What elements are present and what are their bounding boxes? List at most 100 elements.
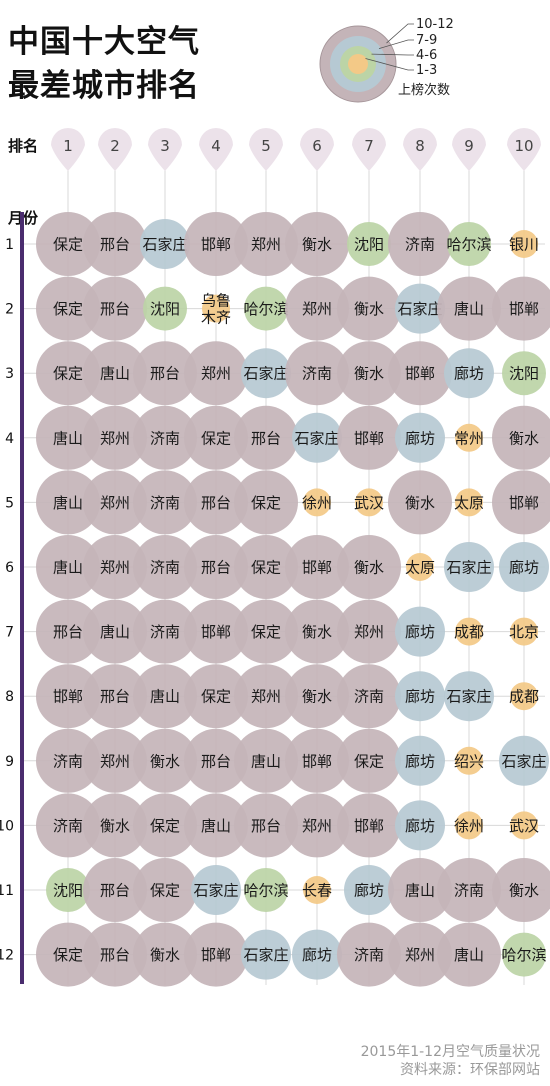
bubble-circle <box>499 542 549 592</box>
city-label: 廊坊 <box>405 623 435 641</box>
bubble-circle <box>285 212 349 276</box>
month-tick-label: 5 <box>5 495 14 511</box>
city-bubble: 哈尔滨 <box>243 868 289 912</box>
city-label: 唐山 <box>53 494 83 512</box>
bubble-circle <box>292 929 342 980</box>
city-label: 邢台 <box>100 946 130 964</box>
rank-pin: 1 <box>51 128 85 171</box>
city-bubble: 邢台 <box>83 276 147 341</box>
bubble-circle <box>83 341 147 406</box>
city-label: 邯郸 <box>201 623 231 641</box>
month-tick-label: 6 <box>5 560 14 576</box>
city-bubble: 石家庄 <box>444 542 494 592</box>
city-label: 邯郸 <box>354 817 384 835</box>
city-bubble: 沈阳 <box>46 868 90 912</box>
bubble-circle <box>337 599 401 664</box>
bubble-circle <box>133 341 197 406</box>
city-bubble: 哈尔滨 <box>501 932 547 977</box>
city-bubble: 衡水 <box>133 728 197 793</box>
city-label: 唐山 <box>100 623 130 641</box>
month-tick-label: 7 <box>5 625 14 641</box>
city-bubble: 石家庄 <box>292 412 342 463</box>
city-bubble: 济南 <box>285 341 349 406</box>
legend-item-label: 1-3 <box>416 63 437 78</box>
city-bubble: 郑州 <box>285 276 349 341</box>
bubble-circle <box>292 412 342 463</box>
city-bubble: 郑州 <box>83 728 147 793</box>
city-bubble: 济南 <box>437 858 501 922</box>
city-bubble: 石家庄 <box>241 348 291 399</box>
bubble-circle <box>83 664 147 729</box>
city-label: 邯郸 <box>509 494 539 512</box>
bubble-circle <box>234 535 298 599</box>
city-bubble: 徐州 <box>302 488 332 517</box>
legend-leader-line <box>378 39 414 49</box>
bubble-circle <box>133 728 197 793</box>
city-bubble: 邯郸 <box>184 212 248 276</box>
rank-number: 3 <box>160 137 170 155</box>
city-label: 银川 <box>509 236 539 254</box>
rank-number: 7 <box>364 137 374 155</box>
city-bubble: 衡水 <box>388 470 452 535</box>
bubble-circle <box>36 212 100 276</box>
city-bubble: 银川 <box>509 230 539 258</box>
bubble-circle <box>234 470 298 535</box>
city-label: 郑州 <box>405 946 435 964</box>
city-bubble: 邢台 <box>133 341 197 406</box>
bubble-circle <box>499 735 549 786</box>
city-bubble: 唐山 <box>184 793 248 858</box>
city-bubble: 唐山 <box>36 535 100 599</box>
city-bubble: 石家庄 <box>140 219 190 269</box>
bubble-circle <box>234 405 298 470</box>
bubble-circle <box>388 858 452 922</box>
city-bubble: 邢台 <box>234 793 298 858</box>
city-label: 济南 <box>150 559 180 577</box>
city-label: 邢台 <box>100 236 130 254</box>
city-label: 石家庄 <box>193 882 238 900</box>
city-bubble: 廊坊 <box>395 735 445 786</box>
city-bubble: 郑州 <box>83 405 147 470</box>
rank-pin-shape <box>199 128 233 171</box>
city-bubble: 衡水 <box>337 341 401 406</box>
city-label: 徐州 <box>454 817 484 835</box>
bubble-circle <box>133 793 197 858</box>
city-label: 唐山 <box>201 817 231 835</box>
bubble-circle <box>36 793 100 858</box>
month-tick-label: 10 <box>0 818 14 834</box>
city-bubble: 保定 <box>337 728 401 793</box>
rank-pin-shape <box>300 128 334 171</box>
city-bubble: 唐山 <box>437 922 501 987</box>
city-bubble: 邯郸 <box>337 793 401 858</box>
city-bubble: 北京 <box>509 617 539 646</box>
city-label: 邯郸 <box>302 752 332 770</box>
city-label: 邯郸 <box>354 429 384 447</box>
bubble-circle <box>184 793 248 858</box>
legend-item-label: 4-6 <box>416 48 437 63</box>
city-label: 邢台 <box>100 688 130 706</box>
city-label: 石家庄 <box>397 300 442 318</box>
legend-item-label: 7-9 <box>416 33 437 48</box>
bubble-circle <box>184 535 248 599</box>
bubble-circle <box>133 535 197 599</box>
legend-leader-line <box>386 23 414 44</box>
city-label: 廊坊 <box>405 429 435 447</box>
city-bubble: 石家庄 <box>191 865 241 915</box>
month-tick-label: 9 <box>5 754 14 770</box>
city-label: 保定 <box>251 623 281 641</box>
city-label: 郑州 <box>302 817 332 835</box>
bubble-circle <box>444 671 494 722</box>
city-label: 哈尔滨 <box>243 882 288 900</box>
rank-pin-shape <box>98 128 132 171</box>
bubble-circle <box>133 599 197 664</box>
rank-number: 10 <box>514 137 533 155</box>
city-bubble: 保定 <box>234 470 298 535</box>
city-bubble: 邢台 <box>83 922 147 987</box>
city-label: 沈阳 <box>354 236 384 254</box>
city-bubble: 保定 <box>234 599 298 664</box>
city-bubble: 保定 <box>184 664 248 729</box>
bubble-circle <box>303 488 331 517</box>
city-bubble: 郑州 <box>285 793 349 858</box>
bubble-circle <box>510 230 538 258</box>
city-label: 衡水 <box>354 559 384 577</box>
